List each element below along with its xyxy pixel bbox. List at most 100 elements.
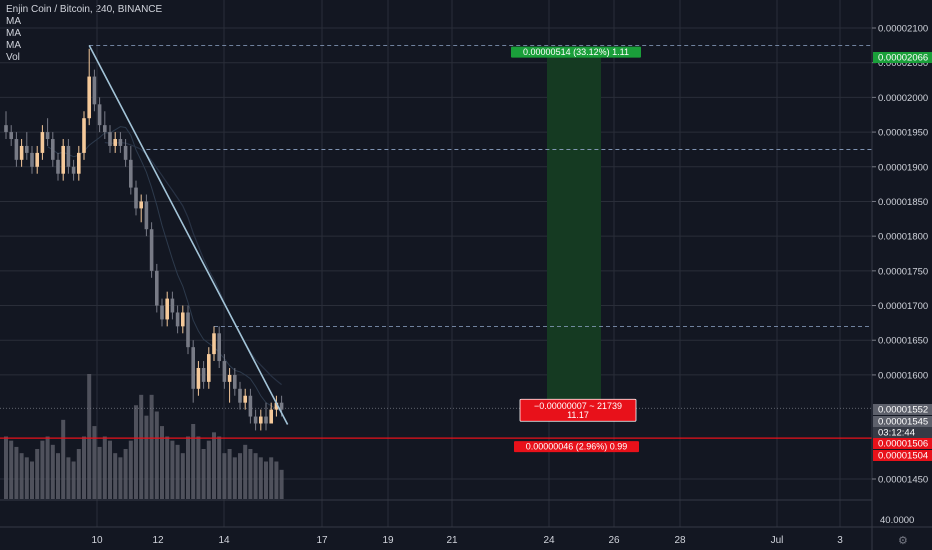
volume-bar bbox=[175, 444, 180, 499]
volume-bar bbox=[82, 436, 86, 499]
volume-bar bbox=[102, 436, 107, 499]
candle-body bbox=[149, 229, 154, 271]
candle-body bbox=[82, 118, 86, 153]
volume-bar bbox=[118, 457, 123, 499]
candle-body bbox=[139, 201, 143, 209]
candle-body bbox=[196, 367, 201, 389]
price-tag-label: 0.00001504 bbox=[878, 451, 928, 462]
candle-body bbox=[19, 145, 24, 160]
volume-bar bbox=[113, 453, 118, 499]
price-tick-label: 0.00001800 bbox=[878, 232, 928, 243]
volume-bar bbox=[76, 449, 81, 499]
price-tick-label: 0.00001600 bbox=[878, 370, 928, 381]
price-tick-label: 0.00001900 bbox=[878, 162, 928, 173]
volume-bar bbox=[40, 440, 45, 499]
volume-bar bbox=[186, 436, 190, 499]
entry-label-box bbox=[519, 398, 637, 422]
volume-bar bbox=[212, 432, 216, 499]
candle-body bbox=[170, 298, 175, 313]
volume-bar bbox=[201, 449, 206, 499]
candle-body bbox=[217, 333, 221, 362]
candle-body bbox=[87, 76, 91, 119]
volume-bar bbox=[24, 457, 29, 499]
time-tick-label: 28 bbox=[674, 535, 686, 546]
volume-bar bbox=[149, 394, 154, 499]
candle-body bbox=[108, 132, 112, 146]
price-tag-label: 0.00001506 bbox=[878, 439, 928, 450]
candle-body bbox=[25, 145, 29, 153]
candle-body bbox=[134, 187, 138, 209]
candle-body bbox=[264, 416, 268, 424]
price-tick-label: 0.00001700 bbox=[878, 301, 928, 312]
target-label: 0.00000514 (33.12%) 1.11 bbox=[523, 47, 629, 57]
candle-body bbox=[207, 354, 211, 382]
time-tick-label: 24 bbox=[543, 535, 555, 546]
price-tag-label: 0.00002066 bbox=[878, 53, 928, 64]
ma-indicator-2[interactable]: MA bbox=[6, 28, 21, 39]
volume-bar bbox=[264, 461, 268, 499]
settings-icon[interactable]: ⚙ bbox=[898, 534, 908, 547]
price-tag-label: 03:12:44 bbox=[878, 428, 915, 439]
volume-bar bbox=[19, 453, 24, 499]
candle-body bbox=[71, 166, 76, 174]
trendline bbox=[88, 44, 289, 425]
time-tick-label: 17 bbox=[316, 535, 328, 546]
time-tick-label: 21 bbox=[446, 535, 458, 546]
candle-body bbox=[30, 152, 34, 167]
ma-indicator-3[interactable]: MA bbox=[6, 40, 21, 51]
volume-bar bbox=[144, 415, 149, 499]
candle-body bbox=[238, 388, 242, 403]
volume-bar bbox=[92, 426, 97, 499]
ma-line-fast bbox=[47, 126, 282, 412]
price-tick-label: 0.00001450 bbox=[878, 475, 928, 486]
price-tick-label: 0.00001650 bbox=[878, 336, 928, 347]
candle-body bbox=[35, 152, 39, 167]
volume-bar bbox=[4, 436, 8, 499]
volume-bar bbox=[206, 440, 211, 499]
candle-body bbox=[259, 416, 263, 424]
candle-body bbox=[186, 312, 190, 348]
volume-bar bbox=[139, 394, 144, 499]
entry-label-line2: 11.17 bbox=[567, 410, 589, 420]
candle-body bbox=[201, 367, 206, 382]
volume-bar bbox=[238, 453, 242, 499]
time-tick-label: 12 bbox=[152, 535, 164, 546]
candle-body bbox=[45, 132, 50, 140]
candle-body bbox=[191, 347, 195, 389]
candle-body bbox=[155, 270, 159, 306]
time-tick-label: 10 bbox=[91, 535, 103, 546]
volume-bar bbox=[61, 419, 66, 499]
volume-indicator[interactable]: Vol bbox=[6, 52, 20, 63]
price-tag-box bbox=[873, 427, 932, 438]
symbol-title[interactable]: Enjin Coin / Bitcoin, 240, BINANCE bbox=[6, 4, 163, 15]
volume-bar bbox=[165, 436, 170, 499]
time-tick-label: 19 bbox=[382, 535, 394, 546]
volume-bar bbox=[279, 469, 284, 499]
entry-label-line1: −0.00000007 ~ 21739 bbox=[534, 401, 622, 411]
candle-body bbox=[160, 305, 164, 320]
time-tick-label: Jul bbox=[771, 535, 784, 546]
candle-body bbox=[181, 312, 185, 327]
volume-bar bbox=[227, 449, 232, 499]
volume-bar bbox=[14, 446, 19, 499]
volume-bar bbox=[269, 457, 274, 499]
volume-bar bbox=[232, 457, 237, 499]
price-tick-label: 0.00002000 bbox=[878, 93, 928, 104]
candle-body bbox=[97, 104, 102, 126]
target-zone bbox=[547, 51, 601, 409]
volume-bar bbox=[123, 449, 128, 499]
candle-body bbox=[123, 145, 128, 160]
volume-bar bbox=[217, 436, 222, 499]
chart-legend: Enjin Coin / Bitcoin, 240, BINANCE MA MA… bbox=[6, 4, 162, 64]
ma-indicator-1[interactable]: MA bbox=[6, 16, 21, 27]
candle-body bbox=[113, 139, 117, 146]
volume-bar bbox=[191, 424, 196, 499]
volume-bar bbox=[180, 453, 185, 499]
volume-bar bbox=[243, 444, 248, 499]
volume-bar bbox=[170, 440, 175, 499]
candle-body bbox=[9, 132, 13, 140]
price-tag-box bbox=[873, 438, 932, 449]
stop-label: 0.00000046 (2.96%) 0.99 bbox=[526, 442, 628, 452]
candle-body bbox=[227, 374, 232, 382]
